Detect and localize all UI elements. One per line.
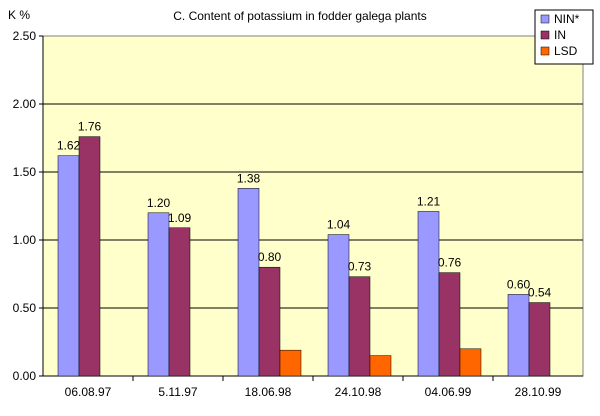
y-tick-label: 1.50	[13, 165, 37, 179]
bar-lsd	[459, 348, 482, 377]
bar-lsd	[279, 349, 302, 377]
bar-in	[348, 276, 371, 377]
data-label: 0.73	[348, 260, 372, 274]
legend-items: NIN* IN LSD	[540, 12, 580, 58]
bar-in	[258, 266, 281, 377]
data-label: 1.21	[417, 194, 441, 208]
bar-in	[438, 272, 461, 377]
x-tick-label: 24.10.98	[335, 385, 382, 399]
data-label: 1.20	[147, 196, 171, 210]
bar-nin	[57, 155, 80, 377]
bar-nin	[147, 212, 170, 377]
bar-in	[78, 136, 101, 377]
x-tick-label: 04.06.99	[425, 385, 472, 399]
data-labels: 1.62 1.76 1.201.09 1.38 0.80 1.04 0.73 1.21 0.76…	[57, 120, 552, 300]
bar-lsd	[369, 355, 392, 377]
data-label: 0.76	[438, 256, 462, 270]
data-label: 1.04	[327, 218, 351, 232]
data-label: 0.80	[258, 250, 282, 264]
x-tick-label: 5.11.97	[158, 385, 197, 399]
grid-lines	[43, 103, 583, 309]
legend-label: NIN*	[554, 12, 580, 26]
x-tick-label: 06.08.97	[65, 385, 112, 399]
x-axis: 06.08.97 5.11.97 18.06.98 24.10.98 04.06.99 2…	[43, 375, 583, 399]
bar-in	[168, 227, 191, 377]
data-label: 0.60	[507, 277, 531, 291]
data-label: 1.09	[168, 211, 192, 225]
bar-nin	[417, 211, 440, 377]
legend-label: LSD	[554, 44, 578, 58]
x-tick-label: 18.06.98	[245, 385, 292, 399]
y-tick-label: 0.00	[13, 369, 37, 383]
bars	[57, 136, 551, 377]
y-tick-label: 2.00	[13, 97, 37, 111]
data-label: 1.62	[57, 139, 81, 153]
legend-swatch	[540, 14, 550, 24]
legend-swatch	[540, 30, 550, 40]
legend-swatch	[540, 46, 550, 56]
x-tick-label: 28.10.99	[515, 385, 562, 399]
legend-label: IN	[554, 28, 566, 42]
y-axis-label: K %	[8, 8, 30, 22]
bar-in	[528, 302, 551, 377]
y-tick-label: 2.50	[13, 29, 37, 43]
bar-nin	[237, 188, 260, 377]
data-label: 0.54	[528, 286, 552, 300]
plot-area	[42, 35, 584, 377]
bar-nin	[507, 294, 530, 377]
y-tick-label: 0.50	[13, 301, 37, 315]
data-label: 1.38	[237, 171, 261, 185]
legend: NIN* IN LSD	[534, 9, 594, 65]
y-axis: 0.00 0.50 1.00 1.50 2.00 2.50	[13, 29, 44, 383]
chart-title: C. Content of potassium in fodder galega…	[173, 9, 427, 23]
data-label: 1.76	[78, 120, 102, 134]
bar-nin	[327, 234, 350, 377]
y-tick-label: 1.00	[13, 233, 37, 247]
